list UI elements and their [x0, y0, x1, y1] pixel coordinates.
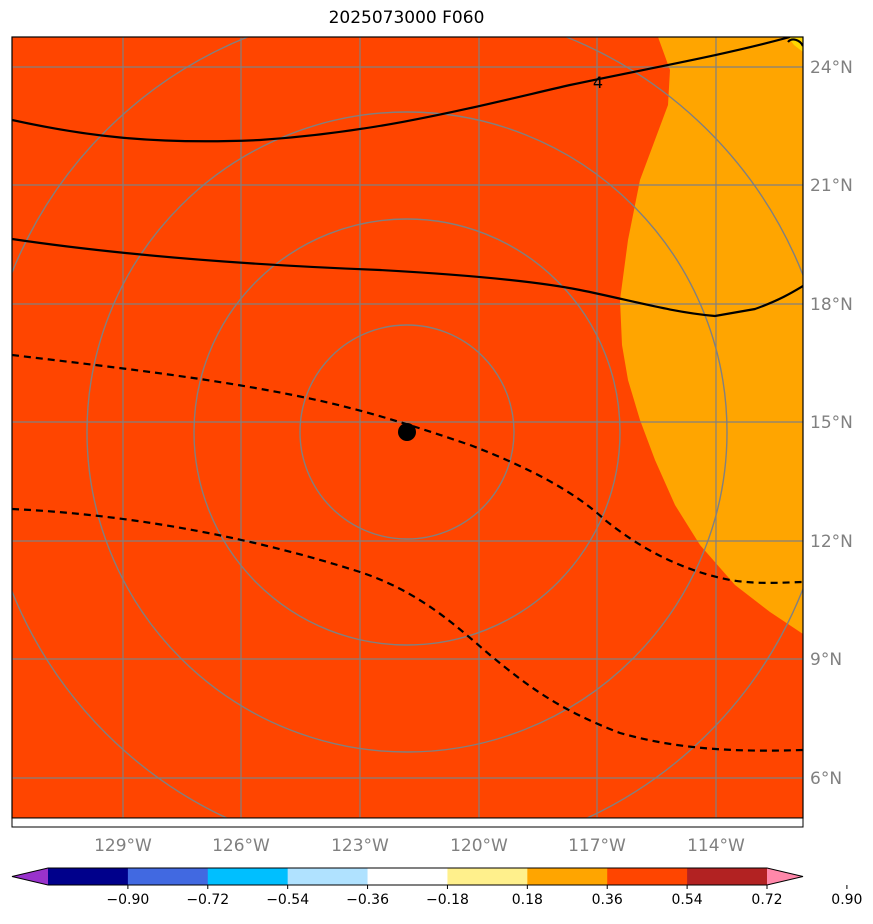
longitude-labels: 129°W 126°W 123°W 120°W 117°W 114°W [94, 836, 745, 856]
coastline-fragment [787, 38, 803, 47]
map-panel: 4 129°W 126°W 123°W 120°W 117°W 114°W 24… [11, 36, 853, 856]
lon-label: 120°W [450, 836, 508, 856]
colorbar-segment [48, 868, 129, 885]
lat-label: 15°N [810, 413, 853, 433]
lat-label: 6°N [810, 769, 842, 789]
colorbar-segment [287, 868, 369, 885]
contour-dashed-lower [12, 507, 803, 752]
colorbar-segment [447, 868, 528, 885]
colorbar-tick-label: 0.18 [512, 892, 543, 908]
colorbar-tick-label: 0.54 [672, 892, 703, 908]
distance-rings [12, 37, 803, 818]
lon-label: 123°W [331, 836, 389, 856]
lon-label: 126°W [212, 836, 270, 856]
storm-center-marker [398, 423, 416, 441]
colorbar-segments [11, 867, 804, 886]
colorbar-ticks: −0.90 −0.72 −0.54 −0.36 −0.18 0.18 0.36 0.54 0.7… [106, 885, 862, 908]
colorbar-tick-label: −0.36 [346, 892, 389, 908]
colorbar-tick-label: −0.54 [266, 892, 309, 908]
lat-label: 12°N [810, 532, 853, 552]
colorbar-tick-label: 0.72 [751, 892, 782, 908]
colorbar-extend-low [12, 868, 48, 885]
latitude-labels: 24°N 21°N 18°N 15°N 12°N 9°N 6°N [810, 58, 853, 789]
map-title: 2025073000 F060 [328, 8, 485, 28]
lat-label: 9°N [810, 650, 842, 670]
map-bottom-strip [11, 817, 804, 828]
colorbar-segment [207, 868, 289, 885]
colorbar-segment [607, 868, 688, 885]
contour-label: 4 [593, 73, 603, 92]
colorbar-tick-label: 0.90 [831, 892, 862, 908]
lat-label: 18°N [810, 295, 853, 315]
contour-solid-middle [12, 237, 803, 318]
colorbar-segment [367, 868, 448, 885]
colorbar-segment [127, 868, 209, 885]
colorbar-tick-label: 0.36 [592, 892, 623, 908]
lat-label: 21°N [810, 176, 853, 196]
contours [12, 37, 803, 752]
colorbar-outline [11, 867, 804, 886]
contour-dashed-upper [12, 353, 803, 584]
colorbar-segment [687, 868, 768, 885]
colorbar-segment [527, 868, 608, 885]
graticule [12, 37, 803, 818]
colorbar-tick-label: −0.18 [426, 892, 469, 908]
lon-label: 114°W [687, 836, 745, 856]
colorbar-tick-label: −0.90 [106, 892, 149, 908]
colorbar-extend-high [767, 868, 803, 885]
contour-solid-north [12, 37, 791, 143]
lon-label: 129°W [94, 836, 152, 856]
lat-label: 24°N [810, 58, 853, 78]
colorbar-tick-label: −0.72 [186, 892, 229, 908]
lon-label: 117°W [568, 836, 626, 856]
